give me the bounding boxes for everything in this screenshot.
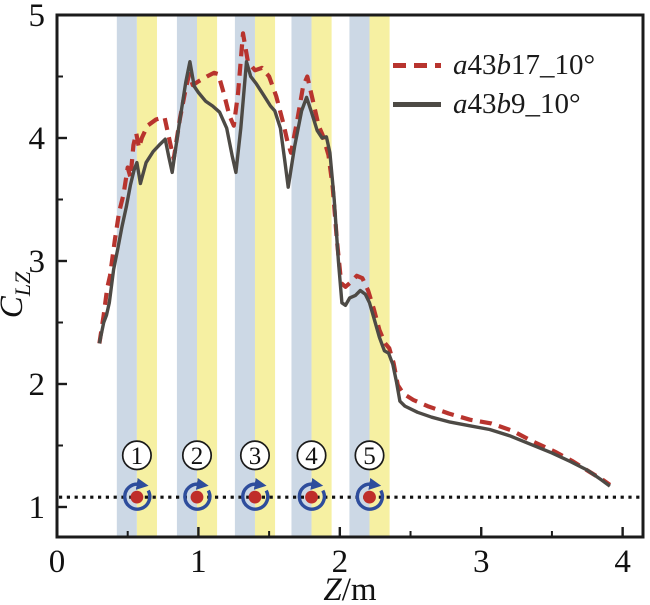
cylinder-dot-4 bbox=[305, 490, 318, 504]
circled-number-ring-2 bbox=[181, 440, 213, 471]
y-tick-label: 1 bbox=[29, 490, 46, 526]
legend-label-a43b17: a43b17_10° bbox=[453, 51, 595, 80]
band-yellow-2 bbox=[196, 16, 218, 536]
y-axis-label: CLZ bbox=[0, 271, 35, 318]
legend-label-part: b bbox=[496, 88, 512, 120]
cylinder-dot-3 bbox=[248, 490, 262, 504]
legend-line-solid bbox=[393, 102, 441, 107]
x-tick-label: 3 bbox=[473, 544, 490, 580]
circled-number-ring-1 bbox=[121, 440, 152, 471]
legend-line-dashed bbox=[393, 63, 441, 68]
circled-number-1: 1 bbox=[131, 443, 144, 470]
legend-label-part: 43 bbox=[467, 49, 497, 81]
legend-item-a43b17: a43b17_10° bbox=[393, 46, 595, 85]
series-line-a43b910 bbox=[97, 60, 611, 488]
x-tick-label: 2 bbox=[332, 544, 349, 580]
legend-item-a43b9: a43b9_10° bbox=[393, 85, 595, 124]
circled-number-3: 3 bbox=[249, 443, 262, 470]
cylinder-dot-2 bbox=[190, 490, 204, 504]
band-yellow-5 bbox=[369, 16, 390, 536]
y-tick-label: 5 bbox=[29, 0, 46, 34]
circled-number-2: 2 bbox=[191, 443, 204, 470]
circled-number-ring-3 bbox=[239, 440, 271, 471]
circled-number-4: 4 bbox=[305, 443, 318, 470]
legend-label-part: b bbox=[496, 49, 512, 81]
band-blue-2 bbox=[176, 16, 197, 536]
x-tick-label: 4 bbox=[614, 544, 631, 580]
legend-label-part: 9_10° bbox=[511, 88, 581, 120]
x-tick-label: 1 bbox=[190, 544, 207, 580]
band-yellow-1 bbox=[136, 16, 157, 536]
legend-label-a43b9: a43b9_10° bbox=[453, 90, 581, 119]
rotation-marker-2 bbox=[183, 477, 212, 511]
y-tick-label: 4 bbox=[29, 121, 46, 157]
legend-label-part: a bbox=[453, 88, 468, 120]
legend-label-part: 17_10° bbox=[511, 49, 596, 81]
circled-number-5: 5 bbox=[363, 443, 376, 470]
x-axis-label: Z/m bbox=[323, 572, 377, 605]
circled-number-ring-4 bbox=[296, 440, 327, 471]
rotation-marker-1 bbox=[123, 477, 152, 511]
y-tick-label: 2 bbox=[29, 367, 46, 403]
legend-label-part: a bbox=[453, 49, 468, 81]
rotation-marker-3 bbox=[241, 477, 270, 511]
legend-label-part: 43 bbox=[467, 88, 497, 120]
series-line-a43b1710 bbox=[97, 31, 612, 487]
band-yellow-4 bbox=[311, 16, 332, 536]
cylinder-dot-1 bbox=[130, 490, 144, 504]
rotation-marker-4 bbox=[297, 477, 327, 511]
circled-number-ring-5 bbox=[354, 440, 385, 471]
band-yellow-3 bbox=[254, 16, 276, 536]
legend: a43b17_10° a43b9_10° bbox=[393, 46, 595, 124]
y-tick-label: 3 bbox=[29, 244, 46, 280]
x-tick-label: 0 bbox=[49, 544, 66, 580]
band-blue-4 bbox=[291, 16, 312, 536]
rotation-marker-5 bbox=[355, 477, 385, 511]
cylinder-dot-5 bbox=[363, 490, 376, 504]
plot-border bbox=[55, 13, 645, 539]
